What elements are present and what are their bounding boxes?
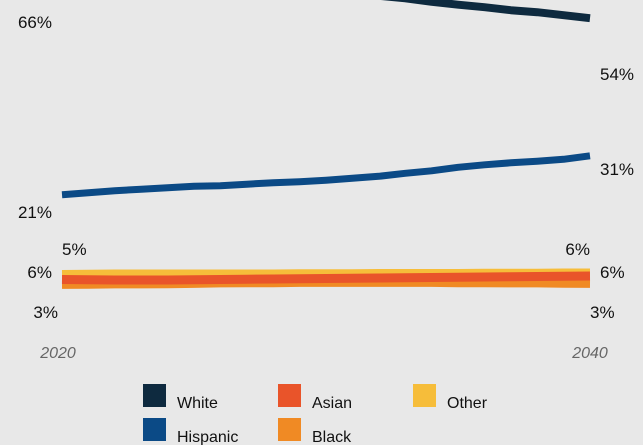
value-label-asian-end: 6% bbox=[600, 263, 625, 282]
value-label-black-end: 3% bbox=[590, 303, 615, 322]
legend-item-black: Black bbox=[278, 418, 352, 445]
legend-swatch-black bbox=[278, 418, 301, 441]
series-line-asian bbox=[61, 271, 591, 285]
legend-swatch-asian bbox=[278, 384, 301, 407]
series-line-white bbox=[380, 0, 591, 23]
legend-label-black: Black bbox=[312, 429, 352, 445]
legend-swatch-white bbox=[143, 384, 166, 407]
value-labels: 66% 54% 21% 31% 5% 6% 6% 6% 3% 3% bbox=[18, 13, 634, 322]
x-tick-label-end: 2040 bbox=[571, 345, 608, 362]
legend-label-other: Other bbox=[447, 395, 488, 412]
legend: White Asian Other Hispanic Black bbox=[143, 384, 488, 445]
legend-label-white: White bbox=[177, 395, 218, 412]
value-label-black-start: 3% bbox=[33, 303, 58, 322]
legend-label-asian: Asian bbox=[312, 395, 352, 412]
value-label-hispanic-start: 21% bbox=[18, 203, 52, 222]
series-lines bbox=[61, 0, 591, 289]
value-label-asian-start: 6% bbox=[27, 263, 52, 282]
value-label-white-start: 66% bbox=[18, 13, 52, 32]
legend-item-other: Other bbox=[413, 384, 488, 412]
value-label-other-end: 6% bbox=[565, 240, 590, 259]
x-tick-label-start: 2020 bbox=[39, 345, 76, 362]
legend-item-white: White bbox=[143, 384, 218, 412]
legend-swatch-hispanic bbox=[143, 418, 166, 441]
legend-swatch-other bbox=[413, 384, 436, 407]
value-label-other-start: 5% bbox=[62, 240, 87, 259]
legend-label-hispanic: Hispanic bbox=[177, 429, 238, 445]
legend-item-hispanic: Hispanic bbox=[143, 418, 238, 445]
value-label-white-end: 54% bbox=[600, 65, 634, 84]
legend-item-asian: Asian bbox=[278, 384, 352, 412]
value-label-hispanic-end: 31% bbox=[600, 160, 634, 179]
series-line-hispanic bbox=[61, 152, 591, 199]
